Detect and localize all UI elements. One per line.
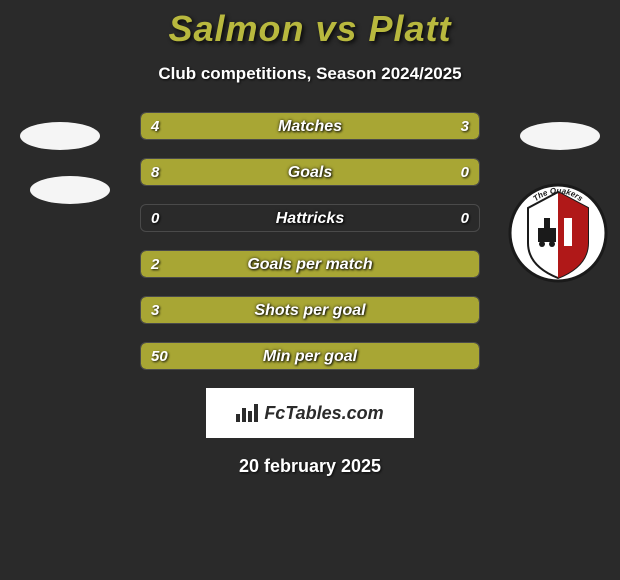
stat-label: Goals — [141, 159, 479, 185]
chart-icon — [236, 404, 258, 422]
stat-row: 00Hattricks — [140, 204, 480, 232]
stat-label: Min per goal — [141, 343, 479, 369]
stat-label: Goals per match — [141, 251, 479, 277]
stats-container: 43Matches 80Goals 00Hattricks 2Goals per ma… — [0, 112, 620, 370]
stat-label: Matches — [141, 113, 479, 139]
stat-label: Shots per goal — [141, 297, 479, 323]
stat-row: 50Min per goal — [140, 342, 480, 370]
stat-label: Hattricks — [141, 205, 479, 231]
stat-row: 3Shots per goal — [140, 296, 480, 324]
stat-row: 2Goals per match — [140, 250, 480, 278]
branding-box: FcTables.com — [206, 388, 414, 438]
date-text: 20 february 2025 — [0, 456, 620, 477]
subtitle: Club competitions, Season 2024/2025 — [0, 64, 620, 84]
page-title: Salmon vs Platt — [0, 0, 620, 50]
stat-row: 80Goals — [140, 158, 480, 186]
branding-text: FcTables.com — [264, 403, 383, 424]
stat-row: 43Matches — [140, 112, 480, 140]
